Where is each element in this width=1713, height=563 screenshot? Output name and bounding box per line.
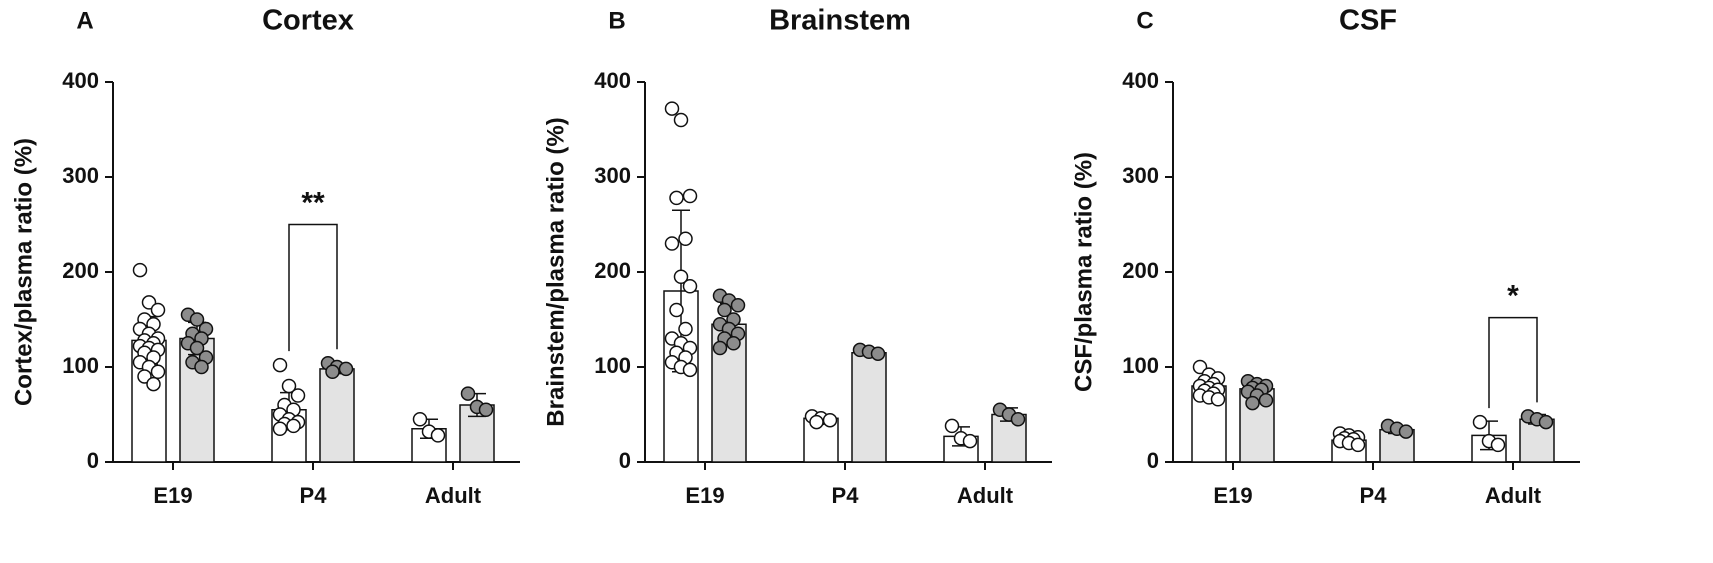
data-point [1472, 414, 1488, 430]
data-point [460, 386, 476, 401]
data-point [809, 414, 824, 430]
data-point [664, 101, 680, 116]
data-point [1245, 395, 1260, 411]
y-tick-label: 400 [62, 68, 99, 93]
data-point [673, 269, 689, 284]
y-tick-label: 200 [1122, 258, 1159, 283]
data-point [1210, 392, 1226, 407]
y-tick-label: 200 [62, 258, 99, 283]
x-tick-label: Adult [1485, 483, 1542, 508]
panel-letter: B [608, 7, 625, 34]
chart-title: CSF [1339, 5, 1397, 37]
data-point [412, 412, 428, 427]
data-point [1258, 393, 1274, 408]
data-point [726, 336, 741, 351]
data-point [189, 340, 205, 356]
data-point [717, 302, 732, 318]
data-point [281, 378, 297, 394]
data-point [150, 302, 166, 318]
y-tick-label: 400 [1122, 68, 1159, 93]
significance-label: ** [301, 186, 325, 219]
y-tick-label: 100 [594, 353, 631, 378]
x-tick-label: Adult [957, 483, 1014, 508]
y-tick-label: 300 [1122, 163, 1159, 188]
data-point [478, 402, 494, 417]
data-point [673, 112, 689, 128]
y-axis-label: Cortex/plasma ratio (%) [10, 138, 37, 406]
bar [319, 368, 355, 463]
y-tick-label: 0 [619, 448, 631, 473]
significance-label: * [1507, 280, 1519, 313]
x-tick-label: E19 [685, 483, 724, 508]
data-point [189, 312, 205, 327]
y-tick-label: 0 [1147, 448, 1159, 473]
data-point [272, 357, 288, 373]
y-tick-label: 300 [594, 163, 631, 188]
chart-title: Brainstem [769, 5, 911, 37]
y-tick-label: 100 [62, 353, 99, 378]
panel-letter: C [1136, 7, 1153, 34]
significance-bracket [288, 223, 338, 352]
x-tick-label: P4 [832, 483, 860, 508]
data-point [272, 421, 288, 436]
y-axis-label: CSF/plasma ratio (%) [1070, 152, 1097, 392]
x-tick-label: E19 [153, 483, 192, 508]
data-point [682, 188, 698, 204]
y-tick-label: 400 [594, 68, 631, 93]
y-tick-label: 200 [594, 258, 631, 283]
data-point [678, 321, 693, 337]
x-tick-label: E19 [1213, 483, 1252, 508]
x-tick-label: P4 [300, 483, 328, 508]
chart-title: Cortex [262, 5, 354, 37]
data-point [146, 376, 161, 392]
data-point [286, 418, 301, 434]
x-tick-label: Adult [425, 483, 482, 508]
data-point [1538, 414, 1554, 430]
data-point [290, 388, 306, 403]
data-point [338, 361, 354, 377]
data-point [132, 262, 148, 278]
data-point [1350, 437, 1366, 453]
data-point [1010, 412, 1026, 427]
data-point [1490, 437, 1506, 453]
data-point [430, 428, 446, 443]
data-point [194, 359, 209, 375]
data-point [669, 302, 684, 318]
data-point [669, 190, 684, 206]
y-tick-label: 0 [87, 448, 99, 473]
data-point [962, 433, 978, 449]
data-point [944, 418, 960, 434]
data-point [664, 236, 680, 251]
bar [851, 352, 887, 463]
data-point [822, 412, 838, 428]
y-tick-label: 100 [1122, 353, 1159, 378]
data-point [682, 362, 698, 378]
data-point [150, 364, 166, 379]
data-point [1398, 424, 1414, 439]
data-point [730, 298, 746, 313]
data-point [678, 231, 693, 246]
data-point [682, 279, 698, 294]
significance-bracket [1488, 316, 1538, 409]
data-point [712, 340, 728, 356]
x-tick-label: P4 [1360, 483, 1388, 508]
panel-letter: A [76, 7, 93, 34]
data-point [325, 364, 340, 379]
y-tick-label: 300 [62, 163, 99, 188]
data-point [870, 346, 886, 361]
y-axis-label: Brainstem/plasma ratio (%) [542, 117, 569, 426]
